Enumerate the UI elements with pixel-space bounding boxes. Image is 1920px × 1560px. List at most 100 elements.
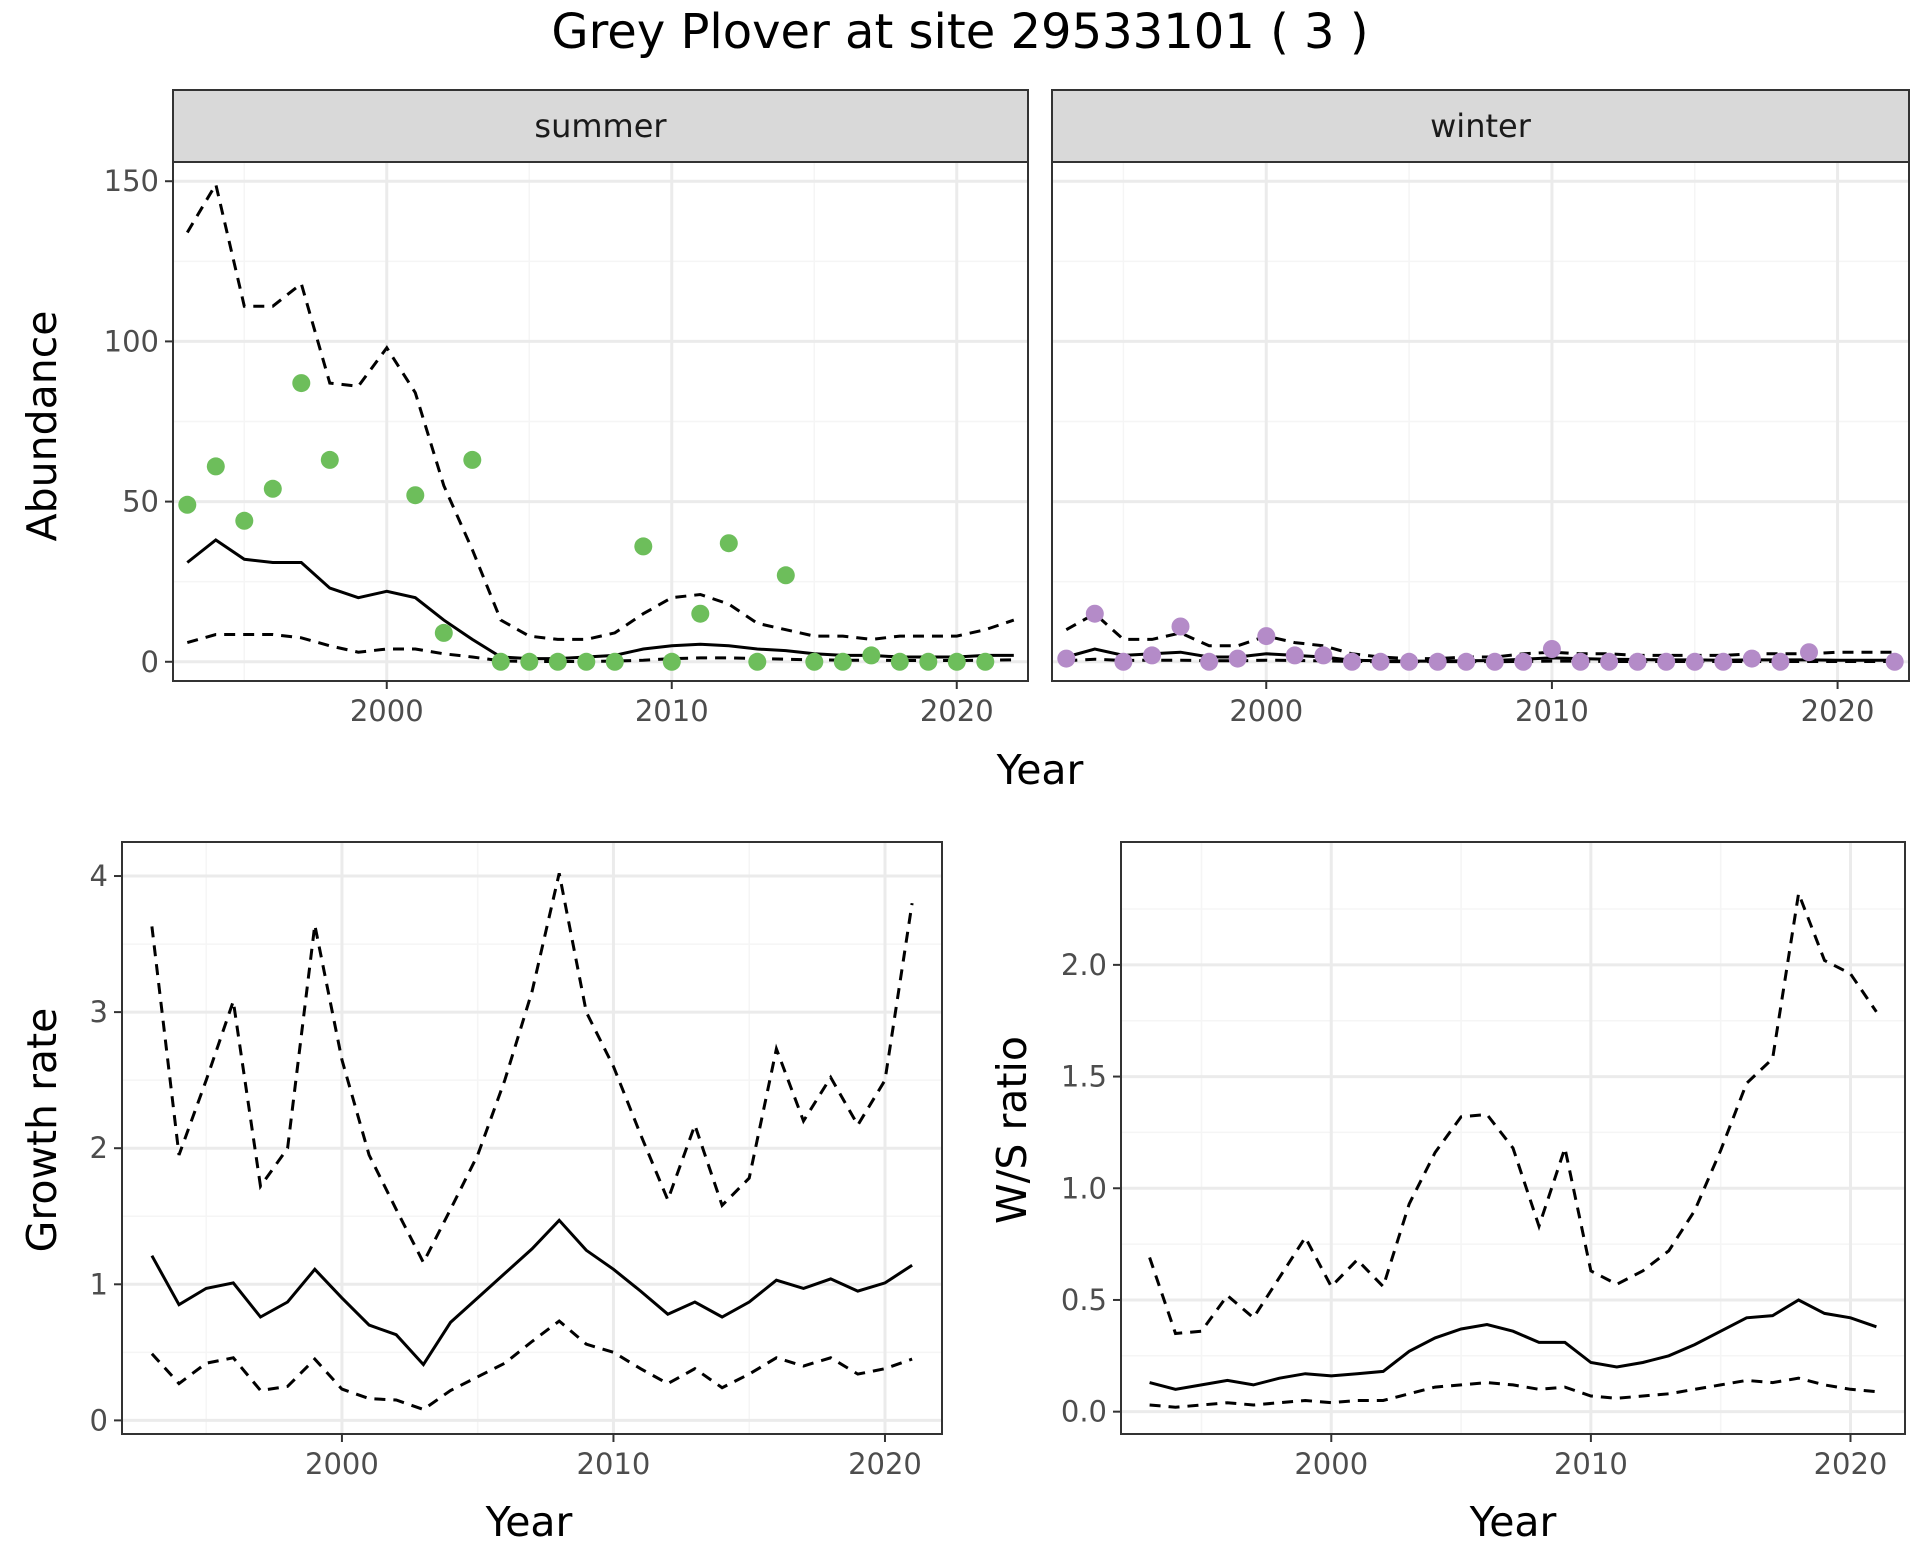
winter-observed-point <box>1800 643 1818 662</box>
growth-y-axis-title: Growth rate <box>18 1008 66 1253</box>
winter-observed-point <box>1314 646 1333 665</box>
ratio-chart: 2000 2010 2020 0.0 0.5 1.0 1.5 2.0 W/S ratio Ye… <box>988 841 1906 1546</box>
summer-y-tick-label: 100 <box>104 324 159 358</box>
winter-panel: winter 2000 2010 2020 <box>1051 89 1910 728</box>
summer-observed-point <box>833 652 852 671</box>
abundance-y-axis-title: Abundance <box>18 311 66 542</box>
summer-observed-point <box>890 652 909 671</box>
ratio-y-tick-label: 0.0 <box>1061 1395 1107 1429</box>
growth-x-tick-label: 2010 <box>577 1447 651 1481</box>
growth-fitted-line <box>150 1218 913 1368</box>
winter-observed-point <box>1171 617 1190 636</box>
summer-observed-point <box>805 652 824 671</box>
summer-y-tick-label: 150 <box>104 164 159 198</box>
summer-x-tick-label: 2000 <box>350 694 424 728</box>
growth-y-tick-label: 2 <box>90 1131 108 1165</box>
summer-observed-point <box>491 652 510 671</box>
ratio-lower-bound-line <box>1149 1376 1877 1409</box>
winter-x-tick-label: 2010 <box>1515 694 1589 728</box>
growth-chart: 2000 2010 2020 0 1 2 3 4 Growth rate Year <box>18 841 943 1546</box>
summer-observed-point <box>634 537 653 556</box>
ratio-y-tick-label: 0.5 <box>1061 1283 1107 1317</box>
growth-lower-bound-line <box>150 1319 913 1412</box>
winter-observed-point <box>1542 640 1561 658</box>
growth-plot-background <box>122 842 942 1434</box>
winter-plot-area: 2000 2010 2020 <box>1051 161 1910 728</box>
summer-observed-point <box>776 566 795 585</box>
summer-strip <box>172 89 1029 163</box>
summer-observed-point <box>434 623 453 642</box>
winter-observed-point <box>1685 652 1704 671</box>
summer-y-tick-label: 0 <box>141 645 159 679</box>
ratio-y-tick-label: 2.0 <box>1061 948 1107 982</box>
summer-upper-bound-line <box>186 180 1015 641</box>
winter-observed-point <box>1143 646 1161 665</box>
ratio-x-tick-label: 2020 <box>1814 1447 1888 1481</box>
summer-observed-point <box>178 495 197 514</box>
summer-observed-point <box>662 652 681 671</box>
summer-y-tick-label: 50 <box>122 485 159 519</box>
ratio-y-tick-label: 1.5 <box>1061 1060 1107 1094</box>
growth-x-tick-label: 2000 <box>305 1447 379 1481</box>
abundance-x-axis-title: Year <box>996 746 1084 794</box>
growth-y-tick-label: 0 <box>90 1403 108 1437</box>
summer-observed-point <box>548 652 567 671</box>
summer-observed-point <box>605 652 624 671</box>
growth-upper-bound-line <box>150 872 914 1266</box>
ratio-y-tick-label: 1.0 <box>1061 1171 1107 1205</box>
growth-y-tick-label: 1 <box>90 1267 108 1301</box>
winter-observed-point <box>1400 652 1419 671</box>
summer-x-tick-label: 2010 <box>635 694 709 728</box>
winter-observed-point <box>1428 652 1447 671</box>
winter-observed-point <box>1285 646 1304 665</box>
abundance-chart: summer 2000 2010 2020 0 50 100 150 winter 2000… <box>18 89 1910 794</box>
growth-y-tick-label: 4 <box>90 859 108 893</box>
winter-observed-point <box>1371 652 1390 671</box>
winter-x-tick-label: 2020 <box>1801 694 1875 728</box>
ratio-fitted-line <box>1149 1298 1877 1391</box>
winter-observed-point <box>1714 652 1733 671</box>
summer-panel: summer 2000 2010 2020 0 50 100 150 <box>104 89 1029 728</box>
summer-observed-point <box>719 534 738 553</box>
winter-observed-point <box>1200 652 1219 671</box>
summer-observed-point <box>463 450 482 469</box>
winter-observed-point <box>1514 652 1533 671</box>
chart-title: Grey Plover at site 29533101 ( 3 ) <box>551 4 1368 60</box>
summer-observed-point <box>263 479 282 498</box>
winter-observed-point <box>1114 652 1133 671</box>
ratio-x-tick-label: 2000 <box>1294 1447 1368 1481</box>
ratio-plot-background <box>1121 842 1905 1434</box>
growth-panel-border <box>121 841 943 1435</box>
summer-x-tick-label: 2020 <box>920 694 994 728</box>
summer-observed-point <box>406 486 425 505</box>
ratio-x-axis-title: Year <box>1469 1498 1557 1546</box>
winter-observed-point <box>1600 652 1619 671</box>
summer-observed-point <box>320 450 339 469</box>
summer-panel-border <box>172 161 1029 682</box>
winter-observed-point <box>1885 652 1904 671</box>
winter-observed-point <box>1742 649 1761 668</box>
ratio-plot-area: 2000 2010 2020 0.0 0.5 1.0 1.5 2.0 <box>1061 841 1906 1481</box>
growth-x-axis-title: Year <box>485 1498 573 1546</box>
winter-observed-point <box>1628 652 1647 671</box>
growth-x-tick-label: 2020 <box>848 1447 922 1481</box>
summer-observed-point <box>947 652 966 671</box>
winter-panel-border <box>1051 161 1910 682</box>
summer-plot-area: 2000 2010 2020 0 50 100 150 <box>104 161 1029 728</box>
growth-y-tick-label: 3 <box>90 995 108 1029</box>
winter-strip <box>1051 89 1910 163</box>
summer-observed-point <box>206 457 225 476</box>
winter-observed-point <box>1057 649 1076 668</box>
winter-observed-point <box>1657 652 1676 671</box>
summer-observed-point <box>919 652 938 671</box>
summer-observed-point <box>577 652 596 671</box>
summer-observed-point <box>235 511 254 530</box>
summer-observed-point <box>862 646 881 665</box>
winter-observed-point <box>1257 627 1276 646</box>
summer-observed-point <box>520 652 539 671</box>
summer-observed-point <box>292 374 311 393</box>
ratio-x-tick-label: 2010 <box>1554 1447 1628 1481</box>
summer-observed-point <box>748 652 767 671</box>
summer-observed-point <box>691 604 710 623</box>
